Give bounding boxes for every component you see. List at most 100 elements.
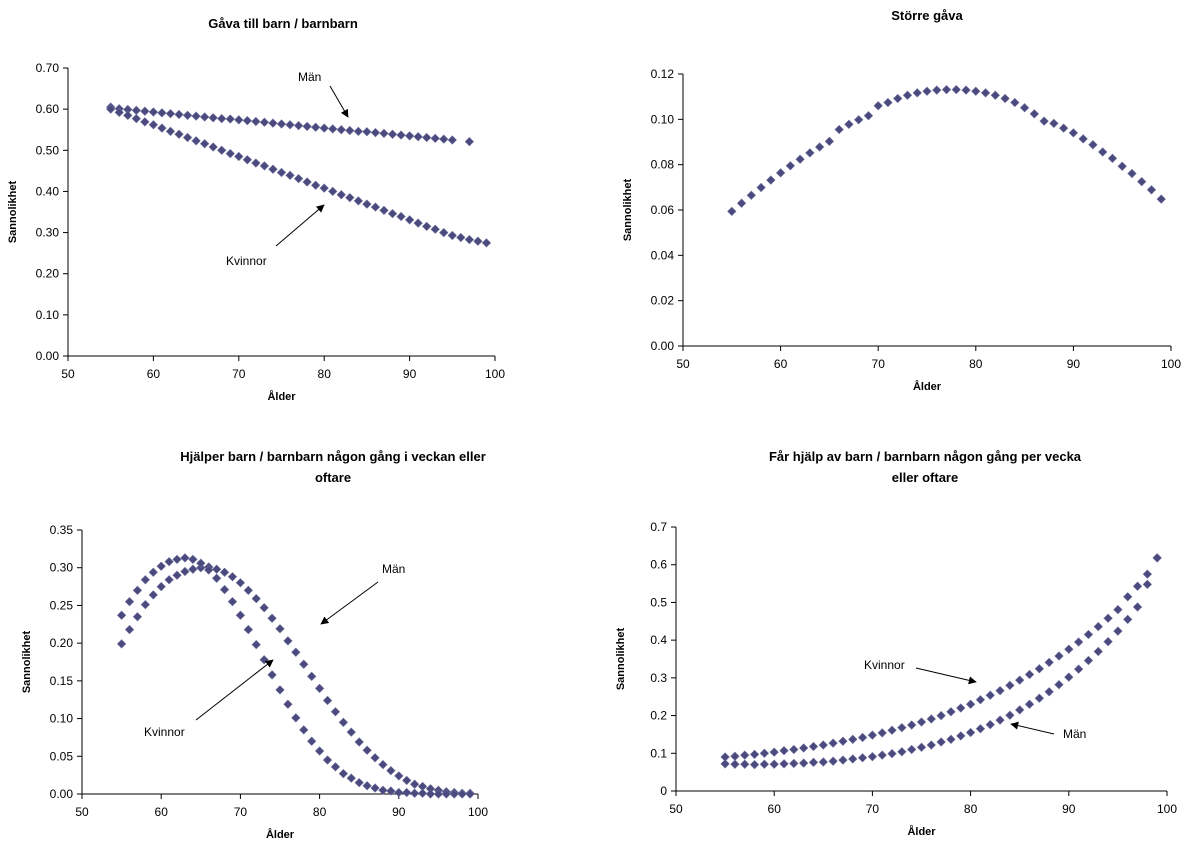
data-point — [243, 624, 253, 635]
data-point — [425, 789, 436, 799]
data-point — [346, 727, 356, 737]
data-point — [336, 125, 346, 135]
data-point — [1059, 123, 1069, 133]
data-point — [464, 234, 475, 245]
data-point — [259, 655, 269, 665]
data-point — [965, 727, 976, 738]
data-point — [980, 88, 991, 98]
annotation-arrow — [320, 581, 379, 625]
data-point — [887, 749, 897, 759]
data-point — [1156, 194, 1166, 204]
data-point — [307, 671, 317, 681]
data-point — [422, 221, 432, 232]
data-point — [1132, 581, 1143, 591]
data-point — [353, 126, 363, 136]
data-point — [808, 741, 819, 752]
data-point — [283, 636, 293, 646]
x-tick-label: 80 — [318, 367, 332, 381]
data-point — [1113, 604, 1123, 615]
data-point — [916, 717, 927, 727]
data-point — [148, 567, 158, 577]
data-point — [449, 789, 459, 799]
data-point — [1093, 646, 1103, 657]
annotation-label: Män — [298, 70, 321, 84]
data-point — [140, 106, 150, 116]
x-tick-label: 60 — [147, 367, 161, 381]
data-point — [857, 753, 868, 763]
data-point — [164, 557, 174, 567]
data-point — [140, 600, 150, 610]
data-point — [362, 199, 372, 209]
data-point — [172, 570, 182, 580]
data-point — [1083, 629, 1094, 640]
y-tick-label: 0.1 — [650, 746, 667, 760]
y-tick-label: 0.20 — [50, 636, 74, 650]
data-point — [873, 101, 883, 111]
data-point — [165, 109, 176, 119]
data-point — [225, 114, 235, 124]
annotation-label: Kvinnor — [226, 254, 267, 268]
data-point — [180, 566, 190, 577]
x-tick-label: 60 — [774, 357, 788, 371]
annotation-label: Män — [382, 562, 405, 576]
y-tick-label: 0.40 — [36, 184, 60, 198]
data-point — [182, 110, 193, 120]
y-tick-label: 0.60 — [36, 102, 60, 116]
data-point — [404, 215, 415, 225]
y-tick-label: 0.12 — [651, 67, 675, 81]
x-tick-label: 70 — [872, 357, 886, 371]
data-point — [180, 553, 190, 563]
data-point — [1103, 613, 1113, 623]
data-point — [307, 736, 317, 746]
data-point — [1019, 103, 1030, 113]
data-point — [396, 211, 406, 222]
y-tick-label: 0.05 — [50, 749, 74, 763]
data-point — [1054, 680, 1064, 690]
y-tick-label: 0.08 — [651, 158, 675, 172]
data-point — [267, 613, 277, 623]
data-point — [877, 750, 887, 760]
data-point — [1024, 699, 1035, 709]
data-point — [345, 192, 355, 203]
x-tick-label: 50 — [75, 805, 89, 819]
data-point — [217, 113, 227, 124]
data-point — [362, 745, 372, 755]
data-point — [789, 744, 799, 755]
data-point — [1146, 185, 1157, 195]
data-point — [956, 703, 966, 713]
x-tick-label: 90 — [392, 805, 406, 819]
data-point — [208, 142, 218, 152]
y-tick-label: 0.04 — [651, 248, 675, 262]
data-point — [227, 572, 238, 582]
data-point — [336, 190, 346, 200]
y-tick-label: 0.3 — [650, 671, 667, 685]
data-point — [267, 670, 277, 680]
data-point — [946, 734, 956, 744]
data-point — [1073, 637, 1084, 647]
data-point — [188, 564, 198, 574]
annotation-label: Kvinnor — [864, 658, 905, 672]
data-point — [907, 744, 917, 755]
data-point — [251, 116, 261, 127]
y-tick-label: 0.35 — [50, 523, 74, 537]
data-point — [379, 205, 389, 215]
data-point — [322, 695, 333, 706]
data-point — [157, 123, 167, 133]
data-point — [799, 758, 809, 768]
data-point — [164, 575, 174, 585]
y-tick-label: 0.5 — [650, 595, 667, 609]
data-point — [769, 747, 779, 757]
chart-title: Hjälper barn / barnbarn någon gång i vec… — [180, 449, 486, 464]
data-point — [1005, 680, 1015, 691]
data-point — [808, 757, 819, 767]
data-point — [410, 788, 420, 798]
data-point — [234, 115, 244, 125]
data-point — [897, 723, 907, 733]
data-point — [242, 155, 252, 165]
data-point — [208, 113, 218, 123]
y-tick-label: 0.25 — [50, 598, 74, 612]
data-point — [311, 180, 321, 190]
data-point — [759, 759, 770, 769]
y-tick-label: 0.00 — [50, 787, 74, 801]
